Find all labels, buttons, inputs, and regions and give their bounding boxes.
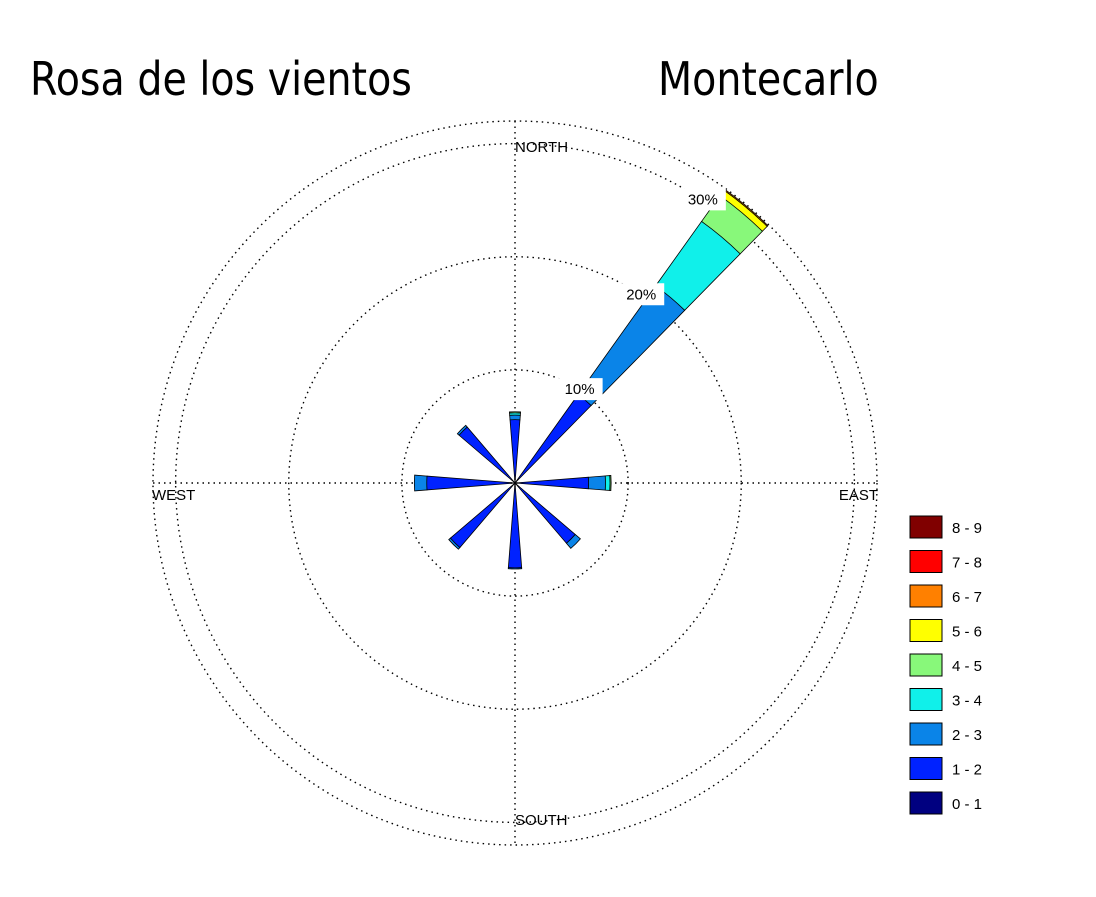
legend-swatch <box>909 722 943 746</box>
polar-grid <box>152 120 878 846</box>
petal-segment-se-bin-2 <box>565 533 581 549</box>
legend-label: 1 - 2 <box>952 762 982 779</box>
petal-segment-e-bin-2 <box>587 475 606 491</box>
petal-segment-sw-bin-2 <box>448 537 461 550</box>
petal-segment-n-bin-2 <box>509 414 521 421</box>
petal-segment-ne-bin-3 <box>655 220 741 311</box>
petal-segment-sw-bin-1 <box>449 482 516 549</box>
legend-label: 4 - 5 <box>952 658 982 675</box>
petal-sw <box>448 482 516 550</box>
petal-segment-s-bin-1 <box>507 485 523 569</box>
petal-ne <box>514 188 769 484</box>
petal-segment-e-bin-1 <box>514 476 589 490</box>
petal-segment-e-bin-3 <box>604 475 611 491</box>
petal-segment-w-bin-2 <box>413 474 428 492</box>
petal-segment-n-bin-1 <box>509 419 521 484</box>
legend-label: 0 - 1 <box>952 796 982 813</box>
chart-title: Rosa de los vientos <box>30 52 412 106</box>
legend-swatch <box>909 653 943 677</box>
petal-w <box>413 474 516 492</box>
wind-petals <box>413 188 769 570</box>
petal-se <box>514 482 581 549</box>
compass-west-label: WEST <box>152 487 195 504</box>
chart-subtitle: Montecarlo <box>658 52 879 106</box>
speed-legend: 8 - 9 7 - 8 6 - 7 5 - 6 4 - 5 3 - 4 2 - 3 1 - 2… <box>909 515 982 815</box>
petal-nw <box>456 424 516 484</box>
ring-label-bg <box>679 188 726 211</box>
ring-label-bg <box>618 283 665 306</box>
legend-swatch <box>909 515 943 539</box>
petal-segment-s-bin-0 <box>514 482 516 487</box>
legend-label: 2 - 3 <box>952 727 982 744</box>
legend-swatch <box>909 619 943 642</box>
petal-segment-n-bin-3 <box>509 412 521 416</box>
grid-ring <box>401 369 629 597</box>
legend-label: 8 - 9 <box>952 520 982 537</box>
grid-ring <box>174 142 856 824</box>
compass-south-label: SOUTH <box>515 812 568 829</box>
legend-swatch <box>909 791 943 815</box>
legend-label: 3 - 4 <box>952 693 982 710</box>
legend-swatch <box>909 688 943 711</box>
petal-segment-w-bin-1 <box>426 475 516 491</box>
petal-n <box>508 411 522 484</box>
ring-label-30: 30% <box>688 191 718 208</box>
compass-labels: NORTH SOUTH EAST WEST <box>152 139 878 829</box>
petal-segment-nw-bin-2 <box>456 424 468 436</box>
petal-segment-nw-bin-1 <box>458 426 516 484</box>
grid-ring <box>288 256 742 710</box>
compass-north-label: NORTH <box>515 139 568 156</box>
ring-label-bg <box>556 378 603 401</box>
legend-swatch <box>909 584 943 608</box>
petal-segment-ne-bin-1 <box>514 394 592 484</box>
petal-s <box>507 482 523 570</box>
legend-label: 5 - 6 <box>952 624 982 641</box>
ring-label-10: 10% <box>565 381 595 398</box>
legend-swatch <box>909 757 943 780</box>
ring-labels: 10% 20% 30% <box>556 188 726 401</box>
petal-segment-se-bin-1 <box>514 482 576 544</box>
compass-east-label: EAST <box>839 487 878 504</box>
legend-label: 6 - 7 <box>952 589 982 606</box>
legend-swatch <box>909 550 943 573</box>
ring-label-20: 20% <box>626 286 656 303</box>
legend-label: 7 - 8 <box>952 555 982 572</box>
petal-e <box>514 475 612 491</box>
